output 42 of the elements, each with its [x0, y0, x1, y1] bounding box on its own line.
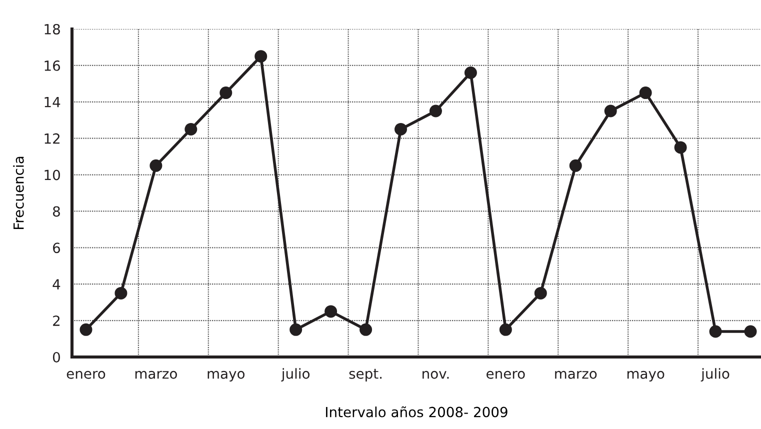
point [150, 159, 162, 172]
y-tick-label: 14 [44, 97, 60, 108]
point [744, 325, 757, 338]
point [709, 325, 722, 338]
y-tick-label: 6 [53, 242, 60, 254]
point [569, 159, 582, 172]
point [429, 104, 442, 118]
y-tick-label: 8 [52, 206, 60, 217]
y-tick-label: 2 [53, 316, 60, 326]
y-tick-label: 10 [44, 170, 60, 180]
x-tick-label: mayo [208, 370, 245, 382]
point [220, 86, 232, 100]
point [254, 50, 268, 63]
point [639, 86, 652, 100]
point [80, 323, 92, 336]
x-tick-label: marzo [135, 370, 177, 379]
x-tick-label: julio [281, 368, 310, 382]
x-tick-label: julio [700, 368, 730, 382]
point [499, 323, 512, 336]
y-tick-label: 12 [44, 133, 60, 144]
x-tick-label: enero [486, 370, 525, 379]
y-tick-label: 18 [44, 24, 60, 34]
point [324, 305, 338, 318]
x-tick-label: nov. [422, 370, 449, 379]
x-tick-label: sept. [349, 368, 382, 382]
point [534, 286, 547, 300]
y-tick-label: 16 [44, 60, 60, 71]
x-tick-label: marzo [555, 370, 597, 379]
point [184, 122, 198, 136]
y-tick-label: 0 [52, 352, 60, 362]
point [290, 323, 302, 336]
point [360, 323, 372, 336]
x-tick-label: mayo [627, 370, 664, 382]
point [604, 104, 617, 118]
x-tick-label: enero [66, 370, 106, 379]
y-axis-title: Frecuencia [13, 156, 24, 229]
point [394, 122, 408, 136]
x-axis-title: Intervalo años 2008- 2009 [326, 406, 508, 418]
point [674, 141, 687, 154]
point [114, 286, 128, 300]
y-tick-label: 4 [52, 279, 60, 290]
point [464, 66, 477, 79]
